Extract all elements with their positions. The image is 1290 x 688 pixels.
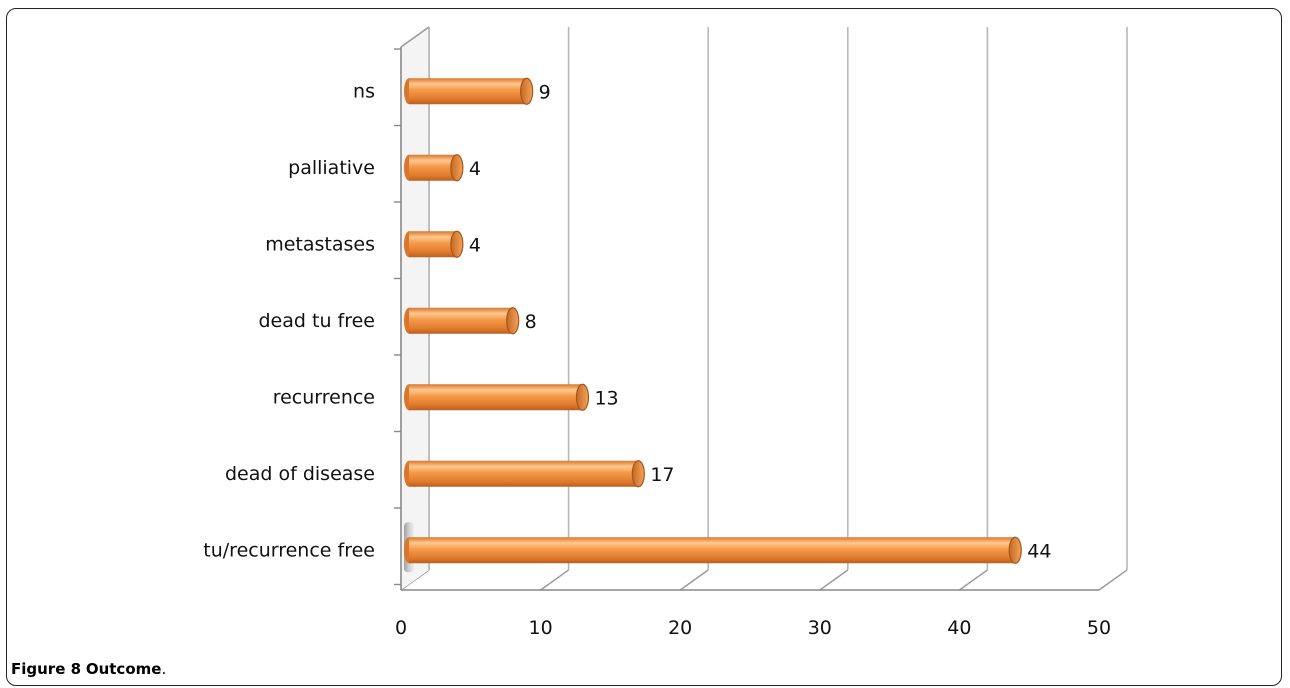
labels-layer: 0 10 20 30 40 50 9 ns 4 palliative 4 metastases 8 dea… bbox=[203, 80, 1111, 639]
figure-title: Outcome bbox=[85, 660, 162, 678]
figure-frame bbox=[6, 8, 1282, 686]
bar-value-label: 44 bbox=[1027, 540, 1051, 562]
bar-palliative bbox=[404, 154, 464, 182]
bar-dead-of-disease bbox=[404, 460, 645, 488]
x-tick-label: 30 bbox=[808, 617, 832, 639]
bar-end-cap bbox=[1008, 536, 1022, 564]
bar-end-cap bbox=[450, 154, 464, 182]
floor-tick-50 bbox=[1098, 569, 1128, 591]
x-tick-label: 20 bbox=[668, 617, 692, 639]
x-tick-label: 40 bbox=[947, 617, 971, 639]
floor-tick-40 bbox=[958, 569, 988, 591]
bar-body bbox=[409, 154, 457, 181]
bar-body bbox=[409, 231, 457, 258]
bar-value-label: 8 bbox=[525, 311, 537, 333]
bars-layer bbox=[404, 77, 1022, 564]
category-label: ns bbox=[353, 80, 375, 102]
bar-metastases bbox=[404, 230, 464, 258]
bar-value-label: 13 bbox=[594, 387, 618, 409]
bar-dead-tu-free bbox=[404, 307, 520, 335]
wall-top-edge-line bbox=[400, 26, 430, 48]
category-label: dead tu free bbox=[259, 310, 376, 332]
bar-end-cap bbox=[506, 307, 520, 335]
floor-tick-20 bbox=[679, 569, 709, 591]
x-tick-label: 50 bbox=[1087, 617, 1111, 639]
x-tick-label: 10 bbox=[529, 617, 553, 639]
bar-value-label: 9 bbox=[539, 81, 551, 103]
bar-value-label: 4 bbox=[469, 158, 481, 180]
figure-caption: Figure 8 Outcome. bbox=[11, 660, 166, 678]
bar-value-label: 17 bbox=[650, 464, 674, 486]
bar-tu-recurrence-free bbox=[404, 536, 1022, 564]
floor-tick-10 bbox=[540, 569, 570, 591]
bar-end-cap bbox=[631, 460, 645, 488]
bar-body bbox=[409, 460, 639, 487]
category-label: tu/recurrence free bbox=[203, 539, 375, 561]
bar-body bbox=[409, 307, 513, 334]
bar-end-cap bbox=[450, 230, 464, 258]
caption-period: . bbox=[161, 660, 167, 678]
bar-ns bbox=[404, 77, 534, 105]
bar-recurrence bbox=[404, 383, 590, 411]
grid-layer bbox=[428, 27, 1128, 570]
category-label: metastases bbox=[265, 233, 375, 255]
category-label: dead of disease bbox=[225, 463, 375, 485]
x-tick-label: 0 bbox=[395, 617, 407, 639]
bar-body bbox=[409, 78, 527, 105]
floor-tick-30 bbox=[819, 569, 849, 591]
category-label: palliative bbox=[288, 157, 375, 179]
bar-value-label: 4 bbox=[469, 234, 481, 256]
category-label: recurrence bbox=[273, 386, 375, 408]
bar-body bbox=[409, 537, 1016, 564]
bar-body bbox=[409, 384, 583, 411]
bar-end-cap bbox=[520, 77, 534, 105]
bar-end-cap bbox=[575, 383, 590, 411]
figure-number: Figure 8 bbox=[11, 660, 82, 678]
